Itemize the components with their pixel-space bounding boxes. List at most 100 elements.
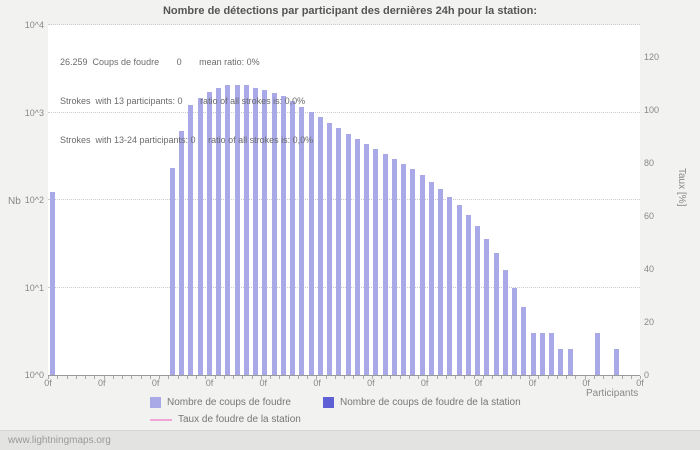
x-axis-minor-tick: [131, 376, 133, 379]
x-axis-tick-label: 0f: [313, 378, 321, 388]
stroke-count-bar: [262, 89, 268, 375]
legend-swatch-station: [322, 397, 334, 408]
x-axis-minor-tick: [353, 376, 355, 379]
stroke-count-bar: [234, 84, 240, 375]
stroke-count-bar: [419, 175, 425, 375]
stroke-count-bar: [317, 116, 323, 375]
stroke-count-bar: [336, 128, 342, 375]
stroke-count-bar: [493, 252, 499, 375]
stroke-count-bar: [299, 106, 305, 375]
gridline: [48, 24, 640, 25]
x-axis-minor-tick: [621, 376, 623, 379]
stroke-count-bar: [206, 91, 212, 375]
x-axis-minor-tick: [325, 376, 327, 379]
x-axis-minor-tick: [168, 376, 170, 379]
x-axis-minor-tick: [307, 376, 308, 379]
x-axis-minor-tick: [362, 376, 364, 379]
stroke-count-bar: [530, 333, 536, 375]
x-axis-tick-label: 0f: [259, 378, 268, 388]
x-axis-minor-tick: [297, 376, 299, 379]
x-axis-minor-tick: [251, 376, 253, 379]
stroke-count-bar: [290, 100, 295, 375]
stroke-count-bar: [447, 197, 453, 375]
stroke-count-bar: [558, 348, 564, 375]
x-axis-minor-tick: [510, 376, 512, 379]
watermark: www.lightningmaps.org: [8, 435, 111, 446]
x-axis-minor-tick: [103, 376, 105, 379]
stroke-count-bar: [391, 159, 397, 375]
legend-label-strokes: Nombre de coups de foudre: [167, 397, 291, 408]
x-axis-minor-tick: [57, 376, 59, 379]
legend-swatch-strokes: [150, 397, 161, 408]
y-axis-right-tick: 0: [644, 370, 650, 380]
stroke-count-bar: [225, 85, 231, 375]
x-axis-minor-tick: [482, 376, 484, 379]
x-axis-minor-tick: [436, 376, 438, 379]
stroke-count-bar: [280, 95, 286, 375]
x-axis-tick-label: 0f: [420, 378, 429, 388]
x-axis-minor-tick: [371, 376, 373, 379]
y-axis-right-tick: 120: [644, 52, 660, 62]
y-axis-left-title: Nb: [8, 196, 21, 207]
stroke-count-bar: [216, 87, 221, 375]
x-axis-minor-tick: [390, 376, 392, 379]
stroke-count-bar: [364, 144, 369, 375]
x-axis-title: Participants: [586, 388, 639, 399]
stroke-count-bar: [197, 97, 203, 375]
x-axis-minor-tick: [584, 376, 586, 379]
y-axis-left-tick: 10^3: [24, 107, 44, 118]
x-axis-minor-tick: [492, 376, 493, 379]
x-axis-minor-tick: [612, 376, 614, 379]
stroke-count-bar: [502, 269, 508, 375]
y-axis-left-tick: 10^1: [24, 282, 44, 293]
x-axis-minor-tick: [214, 376, 216, 379]
x-axis-minor-tick: [399, 376, 401, 379]
x-axis-tick-label: 0f: [98, 378, 106, 388]
stroke-count-bar: [549, 333, 554, 375]
x-axis-minor-tick: [566, 376, 567, 379]
stroke-count-bar: [567, 348, 573, 375]
stroke-count-bar: [382, 154, 388, 375]
x-axis-minor-tick: [538, 376, 540, 379]
x-axis-minor-tick: [593, 376, 595, 379]
y-axis-right-title: Taux [%]: [676, 168, 687, 207]
x-axis-tick-label: 0f: [205, 378, 214, 388]
y-axis-right-tick: 80: [644, 158, 655, 168]
x-axis-minor-tick: [260, 376, 262, 379]
annotation-line-1: 26.259 Coups de foudre 0 mean ratio: 0%: [60, 57, 260, 67]
x-axis-minor-tick: [279, 376, 281, 379]
stroke-count-bar: [308, 111, 314, 375]
y-axis-left-tick: 10^4: [24, 20, 44, 30]
x-axis-minor-tick: [455, 376, 456, 379]
x-axis-tick-label: 0f: [636, 378, 644, 388]
stroke-count-bar: [613, 348, 619, 375]
y-axis-left-tick: 10^2: [24, 195, 44, 205]
stroke-count-bar: [179, 131, 184, 375]
stroke-count-bar: [169, 168, 175, 375]
x-axis-minor-tick: [556, 376, 558, 379]
x-axis-tick-label: 0f: [528, 378, 537, 388]
x-axis-minor-tick: [196, 376, 197, 379]
stroke-count-bar: [373, 149, 379, 375]
gridline: [48, 199, 640, 200]
x-axis-minor-tick: [418, 376, 419, 379]
stroke-count-bar: [595, 333, 601, 375]
stroke-count-bar: [438, 189, 443, 375]
stroke-count-bar: [539, 333, 545, 375]
x-axis-minor-tick: [316, 376, 318, 379]
stroke-count-bar: [345, 133, 351, 375]
stroke-count-bar: [271, 92, 277, 375]
legend-row-1: Nombre de coups de foudre Nombre de coup…: [150, 394, 553, 411]
x-axis-minor-tick: [408, 376, 410, 379]
x-axis-tick-label: 0f: [582, 378, 590, 388]
x-axis-minor-tick: [334, 376, 336, 379]
stroke-count-bar: [484, 238, 490, 375]
stats-annotation: 26.259 Coups de foudre 0 mean ratio: 0% …: [60, 30, 313, 173]
stroke-count-bar: [253, 87, 258, 375]
stroke-count-bar: [354, 138, 360, 375]
annotation-line-3: Strokes with 13-24 participants: 0 ratio…: [60, 135, 314, 145]
y-axis-right-tick: 20: [644, 317, 655, 327]
x-axis-minor-tick: [223, 376, 225, 379]
x-axis-minor-tick: [48, 376, 49, 379]
stroke-count-bar: [243, 85, 249, 375]
